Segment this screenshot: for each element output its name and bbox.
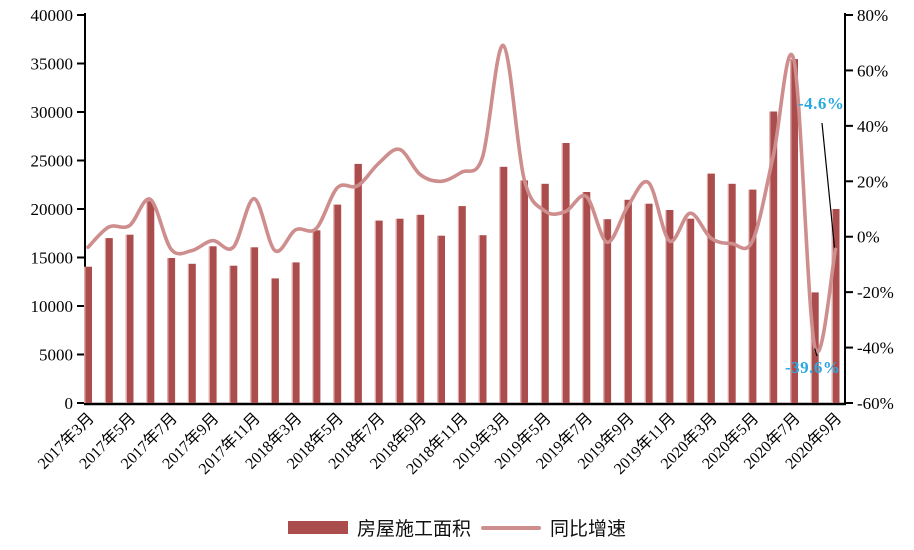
y-left-tick-label: 0 [65, 394, 74, 413]
y-left-tick-label: 20000 [31, 200, 74, 219]
bar-2017年3月 [84, 266, 92, 403]
y-right-tick-label: 80% [857, 6, 888, 25]
bar-series-swatch-icon [287, 521, 348, 534]
y-right-tick-label: -60% [857, 394, 894, 413]
y-left-tick-label: 15000 [31, 249, 74, 268]
bar-2019年6月 [561, 143, 570, 403]
annotation-leader-trough-point [814, 348, 818, 357]
bar-2019年9月 [623, 199, 632, 403]
y-left-tick-label: 40000 [31, 6, 74, 25]
bar-2018年8月 [395, 218, 404, 403]
line-series-swatch-icon [481, 525, 541, 530]
legend-item-bar-series: 房屋施工面积 [287, 514, 471, 541]
bar-2020年7月 [790, 59, 798, 403]
y-right-tick-label: 20% [857, 172, 888, 191]
bar-2020年5月 [748, 189, 757, 403]
bar-2017年7月 [167, 258, 176, 403]
y-right-tick-label: 40% [857, 117, 888, 136]
legend-label-bar-series: 房屋施工面积 [356, 519, 471, 540]
bar-2017年11月 [250, 247, 259, 403]
bar-2018年5月 [333, 204, 342, 403]
bar-2018年3月 [291, 262, 300, 403]
bar-2019年11月 [665, 210, 674, 403]
y-right-tick-label: -40% [857, 339, 894, 358]
y-right-tick-label: 60% [857, 61, 888, 80]
chart-legend: 房屋施工面积 同比增速 [0, 514, 914, 541]
bar-2019年8月 [603, 219, 612, 403]
growth-line [86, 43, 838, 354]
bar-2017年4月 [104, 238, 113, 403]
bar-2017年12月 [270, 278, 279, 403]
bar-2017年5月 [125, 234, 134, 403]
bar-2018年9月 [416, 214, 425, 403]
bar-2019年12月 [686, 218, 695, 403]
y-left-tick-label: 30000 [31, 103, 74, 122]
y-left-tick-label: 25000 [31, 152, 74, 171]
bar-2018年11月 [457, 206, 466, 403]
bar-2018年10月 [437, 235, 445, 403]
bar-2020年9月 [831, 209, 840, 403]
bar-2018年4月 [312, 230, 321, 403]
annotation-leader-last-point [821, 122, 836, 248]
bar-2017年8月 [187, 263, 196, 403]
bar-2017年6月 [146, 201, 155, 403]
y-left-tick-label: 5000 [39, 346, 73, 365]
bar-2018年7月 [374, 220, 383, 403]
bar-2019年10月 [644, 203, 653, 403]
bar-2019年5月 [540, 183, 549, 403]
legend-item-line-series: 同比增速 [481, 514, 626, 541]
bar-2017年9月 [208, 246, 217, 403]
bar-2020年4月 [727, 183, 736, 403]
legend-label-line-series: 同比增速 [550, 519, 627, 540]
y-right-tick-label: 0% [857, 228, 880, 247]
bar-2019年7月 [582, 192, 591, 403]
bar-2018年6月 [353, 163, 362, 403]
annotation-last-point: -4.6% [798, 94, 845, 113]
bar-2019年3月 [499, 166, 508, 403]
y-right-tick-label: -20% [857, 283, 894, 302]
bar-2019年4月 [520, 180, 528, 403]
bar-2018年12月 [478, 235, 487, 403]
y-left-tick-label: 10000 [31, 297, 74, 316]
bar-2020年6月 [769, 111, 778, 403]
bar-2017年10月 [229, 265, 238, 403]
annotation-trough-point: -39.6% [785, 358, 841, 377]
bar-2020年3月 [706, 173, 715, 403]
y-left-tick-label: 35000 [31, 55, 74, 74]
